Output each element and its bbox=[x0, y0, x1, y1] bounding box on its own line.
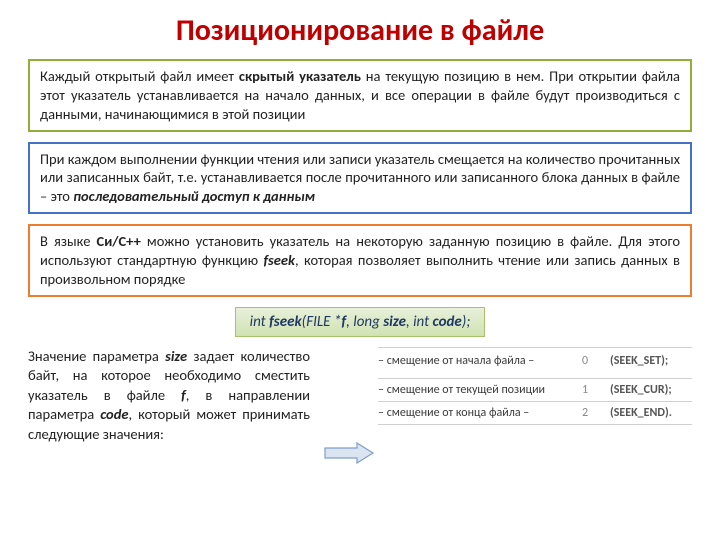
info-box-1: Каждый открытый файл имеет скрытый указа… bbox=[28, 59, 692, 132]
table-row: – смещение от начала файла – 0 (SEEK_SET… bbox=[378, 347, 692, 379]
text: Каждый открытый файл имеет bbox=[40, 67, 239, 85]
seek-num: 1 bbox=[582, 383, 610, 397]
text: В языке bbox=[40, 232, 97, 250]
seek-num: 2 bbox=[582, 406, 610, 420]
info-box-2: При каждом выполнении функции чтения или… bbox=[28, 142, 692, 215]
seek-const: (SEEK_END). bbox=[610, 406, 692, 420]
code-text: (FILE * bbox=[302, 313, 342, 331]
param-description: Значение параметра size задает количеств… bbox=[28, 347, 318, 445]
seek-num: 0 bbox=[582, 354, 610, 368]
code-text: , long bbox=[346, 313, 383, 331]
code-arg: size bbox=[383, 313, 406, 331]
seek-label: – смещение от текущей позиции bbox=[378, 383, 582, 397]
seek-const: (SEEK_SET); bbox=[610, 354, 692, 368]
seek-const: (SEEK_CUR); bbox=[610, 383, 692, 397]
text-bold: Си/С++ bbox=[97, 232, 141, 250]
arrow-icon bbox=[323, 442, 375, 464]
code-arg: code bbox=[433, 313, 462, 331]
text-bi: size bbox=[165, 347, 187, 365]
seek-table: – смещение от начала файла – 0 (SEEK_SET… bbox=[378, 347, 692, 425]
table-row: – смещение от текущей позиции 1 (SEEK_CU… bbox=[378, 379, 692, 402]
text: Значение параметра bbox=[28, 347, 165, 365]
lower-section: Значение параметра size задает количеств… bbox=[28, 347, 692, 445]
code-text: , int bbox=[406, 313, 433, 331]
text-bi: code bbox=[100, 405, 128, 423]
code-fn: fseek bbox=[269, 313, 302, 331]
text-bolditalic: последовательный доступ к данным bbox=[73, 187, 315, 205]
info-box-3: В языке Си/С++ можно установить указател… bbox=[28, 224, 692, 297]
page-title: Позиционирование в файле bbox=[28, 12, 692, 49]
table-row: – смещение от конца файла – 2 (SEEK_END)… bbox=[378, 402, 692, 425]
code-signature: int fseek(FILE *f, long size, int code); bbox=[235, 307, 486, 337]
text-bolditalic: fseek bbox=[263, 251, 294, 269]
text-bold: скрытый указатель bbox=[239, 67, 361, 85]
seek-label: – смещение от конца файла – bbox=[378, 406, 582, 420]
code-text: int bbox=[250, 313, 269, 331]
code-text: ); bbox=[462, 313, 471, 331]
seek-label: – смещение от начала файла – bbox=[378, 354, 582, 368]
